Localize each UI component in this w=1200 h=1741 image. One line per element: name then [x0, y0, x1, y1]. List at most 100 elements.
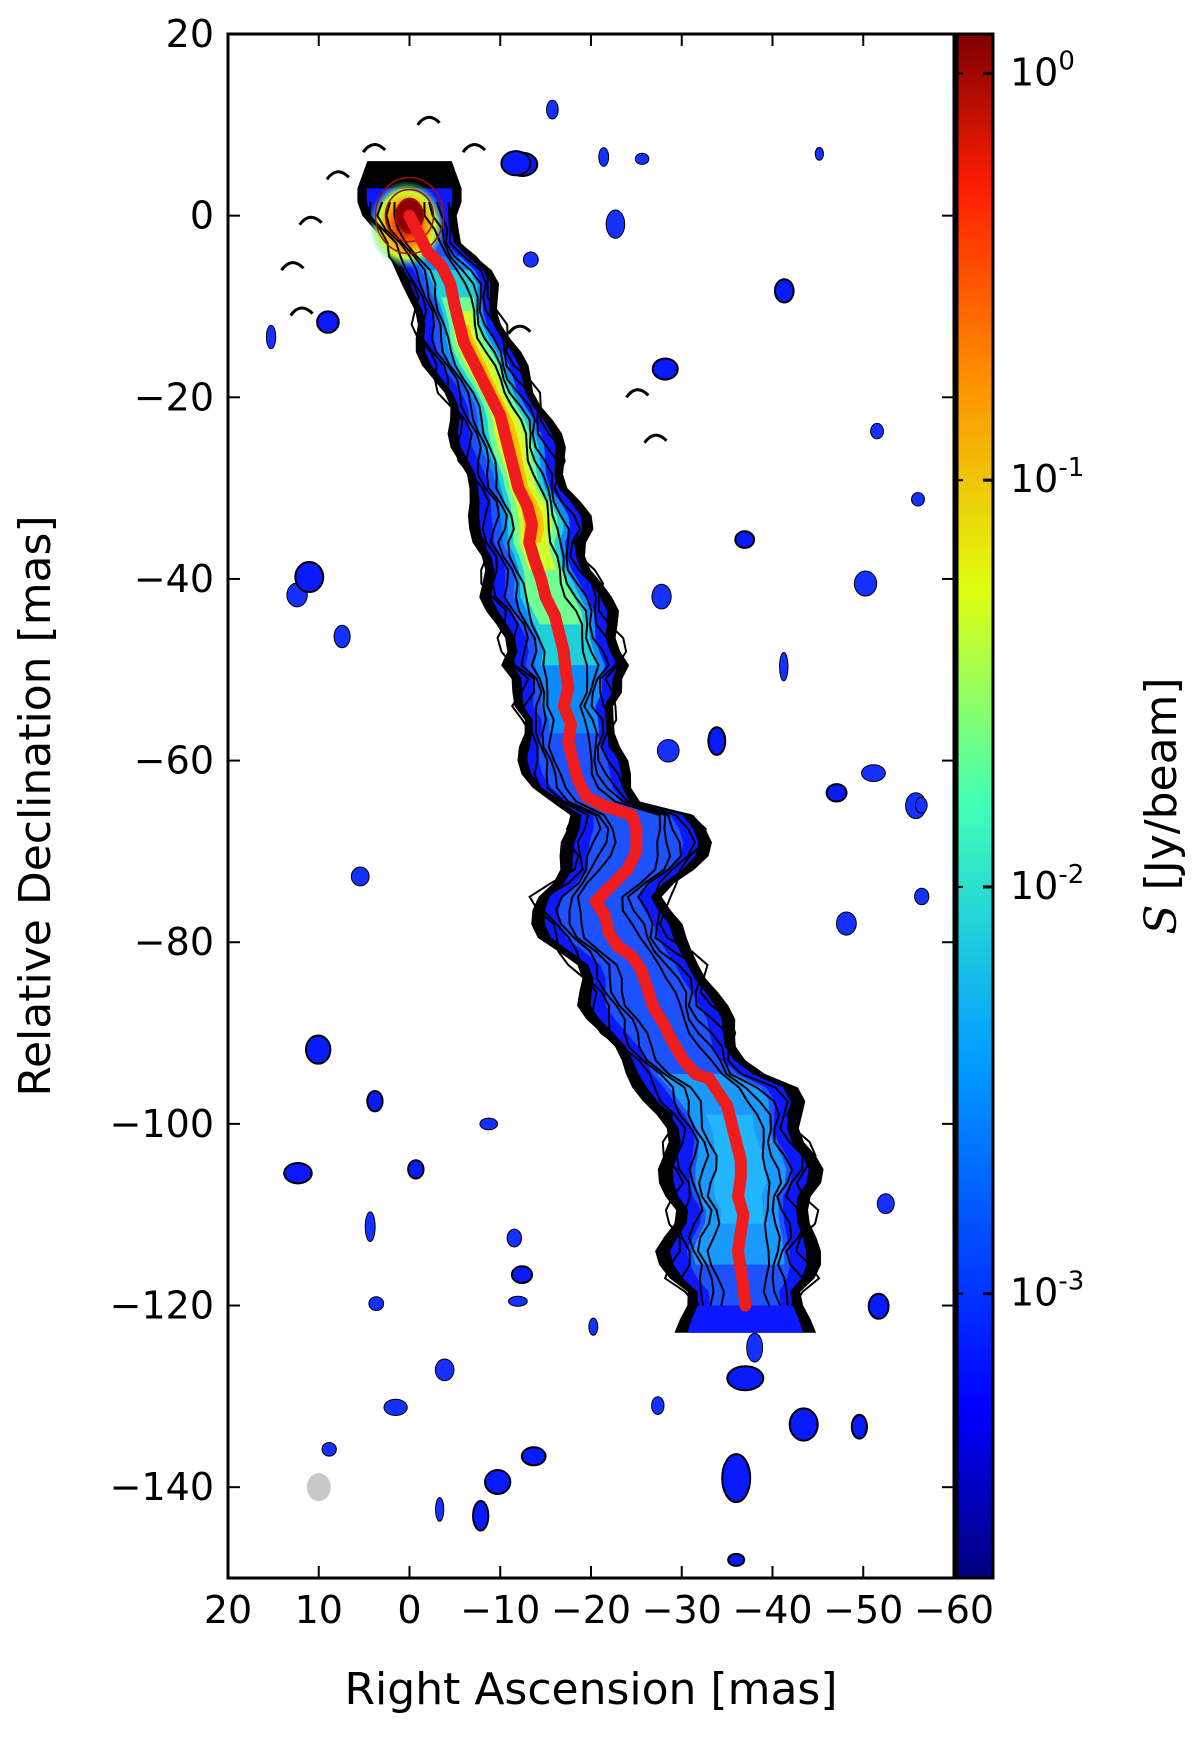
noise-patch	[779, 651, 789, 682]
noise-patch	[915, 796, 928, 814]
emission-map	[265, 99, 930, 1567]
tail-patch	[726, 1365, 765, 1392]
noise-patch	[588, 1317, 599, 1336]
noise-patch	[788, 1407, 819, 1442]
negative-contour	[280, 261, 305, 272]
noise-patch	[316, 310, 340, 334]
contour-lines	[359, 176, 821, 1307]
beam-ellipse	[306, 1473, 331, 1502]
y-tick-label: 20	[166, 12, 214, 56]
noise-patch	[500, 150, 532, 177]
noise-patch	[850, 1413, 868, 1440]
noise-patch	[294, 560, 325, 594]
x-tick-label: −20	[551, 1588, 631, 1632]
negative-contour	[298, 215, 323, 226]
noise-patch	[522, 251, 539, 268]
noise-patch	[870, 422, 884, 440]
noise-patch	[546, 99, 559, 120]
colorbar-tick-base: 10	[1010, 50, 1058, 94]
negative-contour	[507, 324, 532, 335]
noise-patch	[814, 146, 824, 161]
noise-patch	[366, 1089, 384, 1113]
contour-line	[385, 201, 783, 1306]
contour-line	[359, 201, 821, 1307]
negative-contour	[461, 143, 487, 153]
tail-patch	[727, 1552, 746, 1567]
noise-patch	[746, 1332, 764, 1363]
noise-patch	[321, 1441, 337, 1457]
x-tick-label: −40	[732, 1588, 812, 1632]
noise-patch	[407, 1159, 425, 1180]
noise-patch	[479, 1117, 499, 1131]
noise-patch	[605, 209, 626, 239]
noise-patch	[835, 911, 857, 936]
y-tick-label: −60	[134, 739, 214, 783]
noise-patch	[651, 583, 672, 610]
x-tick-label: 10	[295, 1588, 343, 1632]
contour-line	[376, 201, 794, 1306]
x-tick-label: −10	[460, 1588, 540, 1632]
negative-contour	[643, 433, 668, 444]
x-tick-label: −50	[823, 1588, 903, 1632]
noise-patch	[914, 887, 930, 906]
colorbar-tick-base: 10	[1010, 457, 1058, 501]
x-tick-label: −30	[642, 1588, 722, 1632]
y-tick-label: −20	[134, 375, 214, 419]
noise-patch	[383, 1398, 408, 1417]
noise-patch	[508, 1295, 528, 1307]
noise-patch	[876, 1193, 895, 1215]
noise-patch	[656, 738, 680, 763]
noise-patch	[472, 1499, 490, 1532]
y-tick-label: −100	[110, 1102, 214, 1146]
x-axis: 20 10 0 −10 −20 −30 −40 −50 −60	[204, 34, 994, 1632]
noise-patch	[634, 152, 650, 165]
colorbar-tick-base: 10	[1010, 1271, 1058, 1315]
colorbar-tick-exponent: 0	[1058, 46, 1075, 76]
colorbar-label-unit: [Jy/beam]	[1136, 677, 1187, 890]
noise-patch	[598, 147, 610, 167]
noise-patch	[651, 1396, 665, 1415]
colorbar-tick-label: 10-2	[1010, 860, 1084, 908]
negative-contour	[289, 306, 314, 317]
ridge-line-group	[403, 209, 752, 1312]
x-axis-label: Right Ascension [mas]	[344, 1664, 837, 1715]
noise-patch	[734, 530, 756, 549]
contour-line	[368, 201, 808, 1307]
noise-patch	[911, 492, 925, 507]
noise-patch	[861, 764, 886, 783]
ridge-line	[403, 209, 752, 1312]
y-axis-label: Relative Declination [mas]	[10, 515, 61, 1096]
y-tick-label: −120	[110, 1284, 214, 1328]
noise-patch	[773, 278, 795, 304]
colorbar-tick-label: 10-1	[1010, 453, 1084, 501]
tail-patch	[721, 1453, 752, 1504]
noise-patches	[265, 99, 930, 1567]
noise-patch	[283, 1162, 313, 1185]
noise-patch	[707, 726, 727, 756]
core-contour	[374, 176, 445, 255]
colorbar-tick-label: 100	[1010, 46, 1075, 94]
x-tick-label: 20	[204, 1588, 252, 1632]
y-axis: 20 0 −20 −40 −60 −80 −100 −120 −140	[110, 12, 954, 1509]
colorbar-label-symbol: S	[1136, 904, 1187, 934]
noise-patch	[825, 783, 848, 803]
core-contour	[384, 188, 435, 243]
noise-patch	[434, 1358, 455, 1382]
noise-patch	[510, 1265, 534, 1284]
colorbar-label: S [Jy/beam]	[1136, 677, 1187, 934]
negative-contour	[625, 388, 650, 399]
noise-patch	[333, 624, 351, 649]
x-tick-label: −60	[914, 1588, 994, 1632]
noise-patch	[867, 1292, 890, 1320]
negative-contour	[325, 170, 350, 181]
noise-patch	[368, 1296, 385, 1312]
noise-patch	[435, 1496, 445, 1522]
negative-contour	[416, 115, 441, 126]
noise-patch	[520, 1446, 547, 1467]
noise-patch	[265, 324, 277, 350]
y-tick-label: 0	[190, 194, 214, 238]
colorbar-tick-base: 10	[1010, 864, 1058, 908]
